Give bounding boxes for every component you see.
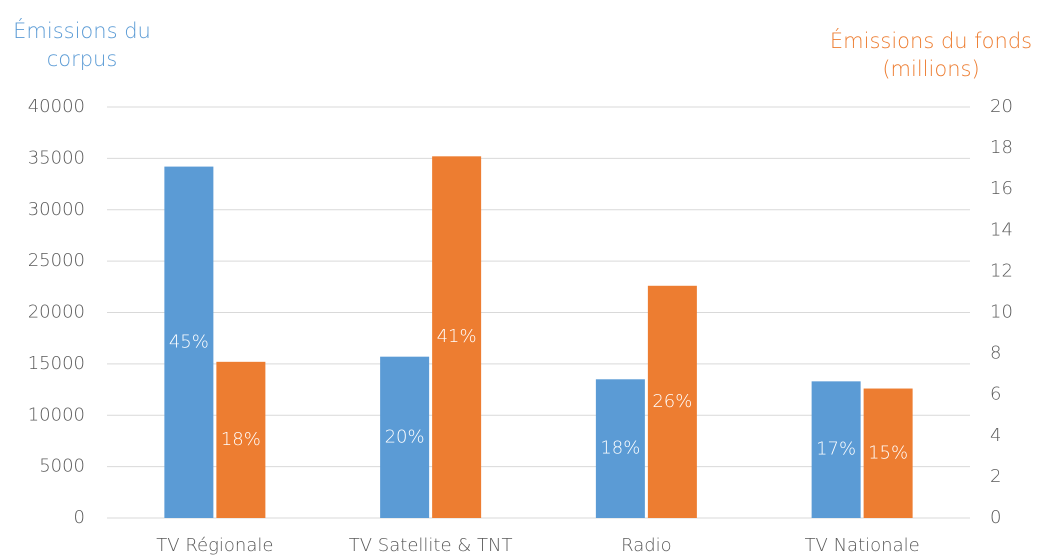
bar-share-label: 20% <box>385 426 425 447</box>
x-tick-label: TV Régionale <box>156 535 273 556</box>
y-tick-label: 0 <box>74 507 85 528</box>
y-tick-label: 35000 <box>28 147 85 168</box>
y2-tick-label: 10 <box>990 302 1013 323</box>
bar <box>380 356 430 518</box>
y2-tick-label: 6 <box>990 384 1001 405</box>
y2-tick-label: 2 <box>990 466 1001 487</box>
y-axis-title: corpus <box>47 47 118 71</box>
y-tick-label: 10000 <box>28 404 85 425</box>
y2-tick-label: 20 <box>990 96 1013 117</box>
bar-share-label: 26% <box>652 391 692 412</box>
y-tick-label: 40000 <box>28 96 85 117</box>
bar-share-label: 15% <box>868 442 908 463</box>
y2-tick-label: 14 <box>990 219 1013 240</box>
bar-share-label: 41% <box>437 326 477 347</box>
bar <box>432 156 482 518</box>
bar <box>164 166 214 518</box>
y2-tick-label: 0 <box>990 507 1001 528</box>
x-tick-label: Radio <box>621 535 672 556</box>
y-tick-label: 20000 <box>28 302 85 323</box>
y-axis-title: Émissions du <box>13 18 151 43</box>
bar-share-label: 17% <box>816 439 856 460</box>
x-tick-label: TV Satellite & TNT <box>349 535 513 556</box>
bar <box>811 381 861 518</box>
y2-tick-label: 18 <box>990 137 1013 158</box>
y-tick-label: 15000 <box>28 353 85 374</box>
y2-axis-title: Émissions du fonds <box>830 28 1032 53</box>
y-tick-label: 25000 <box>28 250 85 271</box>
bar <box>647 285 697 518</box>
bar <box>216 361 266 518</box>
y2-tick-label: 8 <box>990 343 1001 364</box>
y2-axis-title: (millions) <box>882 57 979 81</box>
y-tick-label: 30000 <box>28 199 85 220</box>
y2-tick-label: 16 <box>990 178 1013 199</box>
bar <box>863 388 913 518</box>
bar-share-label: 18% <box>221 429 261 450</box>
bar-share-label: 18% <box>600 438 640 459</box>
bar-share-label: 45% <box>169 331 209 352</box>
y2-tick-label: 4 <box>990 425 1001 446</box>
y-tick-label: 5000 <box>39 456 85 477</box>
x-tick-label: TV Nationale <box>805 535 920 556</box>
y2-tick-label: 12 <box>990 260 1013 281</box>
bar <box>595 379 645 518</box>
